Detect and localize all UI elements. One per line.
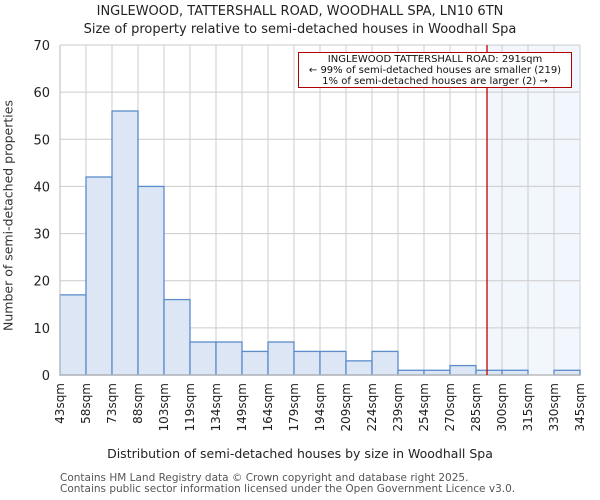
histogram-bar — [85, 176, 113, 376]
histogram-bar — [371, 350, 399, 376]
histogram-bar — [241, 350, 269, 376]
x-tick-label: 285sqm — [469, 383, 483, 431]
annotation-line-1: INGLEWOOD TATTERSHALL ROAD: 291sqm — [327, 54, 543, 65]
histogram-bar — [319, 350, 347, 376]
x-tick-label: 164sqm — [261, 383, 275, 431]
histogram-bar — [293, 350, 321, 376]
histogram-bar — [163, 298, 191, 376]
histogram-bar — [111, 110, 139, 376]
x-tick-label: 134sqm — [209, 383, 223, 431]
larger-region-shade — [487, 45, 580, 375]
footer-line-2: Contains public sector information licen… — [60, 483, 516, 495]
histogram-bar — [267, 341, 295, 376]
x-tick-label: 254sqm — [417, 383, 431, 431]
chart-title: INGLEWOOD, TATTERSHALL ROAD, WOODHALL SP… — [96, 4, 504, 19]
x-tick-label: 58sqm — [79, 383, 93, 424]
x-tick-label: 345sqm — [573, 383, 587, 431]
histogram-bar — [59, 294, 87, 376]
histogram-bar — [215, 341, 243, 376]
chart-subtitle: Size of property relative to semi-detach… — [83, 22, 517, 37]
x-tick-label: 209sqm — [339, 383, 353, 431]
y-tick-label: 50 — [33, 133, 50, 148]
x-tick-label: 224sqm — [365, 383, 379, 431]
x-tick-label: 300sqm — [495, 383, 509, 431]
annotation-line-2: ← 99% of semi-detached houses are smalle… — [308, 65, 562, 76]
x-tick-label: 315sqm — [521, 383, 535, 431]
annotation-line-3: 1% of semi-detached houses are larger (2… — [322, 76, 548, 87]
y-tick-label: 10 — [33, 322, 50, 337]
x-tick-label: 73sqm — [105, 383, 119, 424]
y-tick-label: 30 — [33, 228, 50, 243]
y-tick-label: 20 — [33, 275, 50, 290]
footer-line-1: Contains HM Land Registry data © Crown c… — [60, 472, 469, 484]
x-axis-label: Distribution of semi-detached houses by … — [107, 446, 493, 461]
x-tick-label: 103sqm — [157, 383, 171, 431]
x-tick-label: 194sqm — [313, 383, 327, 431]
histogram-bar — [345, 360, 373, 376]
histogram-bar — [449, 364, 477, 376]
x-tick-label: 239sqm — [391, 383, 405, 431]
histogram-bar — [189, 341, 217, 376]
x-tick-label: 179sqm — [287, 383, 301, 431]
y-axis-label: Number of semi-detached properties — [0, 100, 16, 331]
x-tick-label: 330sqm — [547, 383, 561, 431]
y-tick-label: 70 — [33, 39, 50, 54]
histogram-bar — [137, 185, 165, 376]
property-annotation-box: INGLEWOOD TATTERSHALL ROAD: 291sqm ← 99%… — [298, 52, 572, 88]
x-tick-label: 270sqm — [443, 383, 457, 431]
x-tick-label: 119sqm — [183, 383, 197, 431]
x-tick-label: 149sqm — [235, 383, 249, 431]
y-tick-label: 40 — [33, 180, 50, 195]
y-tick-label: 60 — [33, 86, 50, 101]
x-tick-label: 88sqm — [131, 383, 145, 424]
x-tick-label: 43sqm — [53, 383, 67, 424]
footer-attribution: Contains HM Land Registry data © Crown c… — [60, 473, 515, 495]
y-tick-label: 0 — [42, 369, 50, 384]
